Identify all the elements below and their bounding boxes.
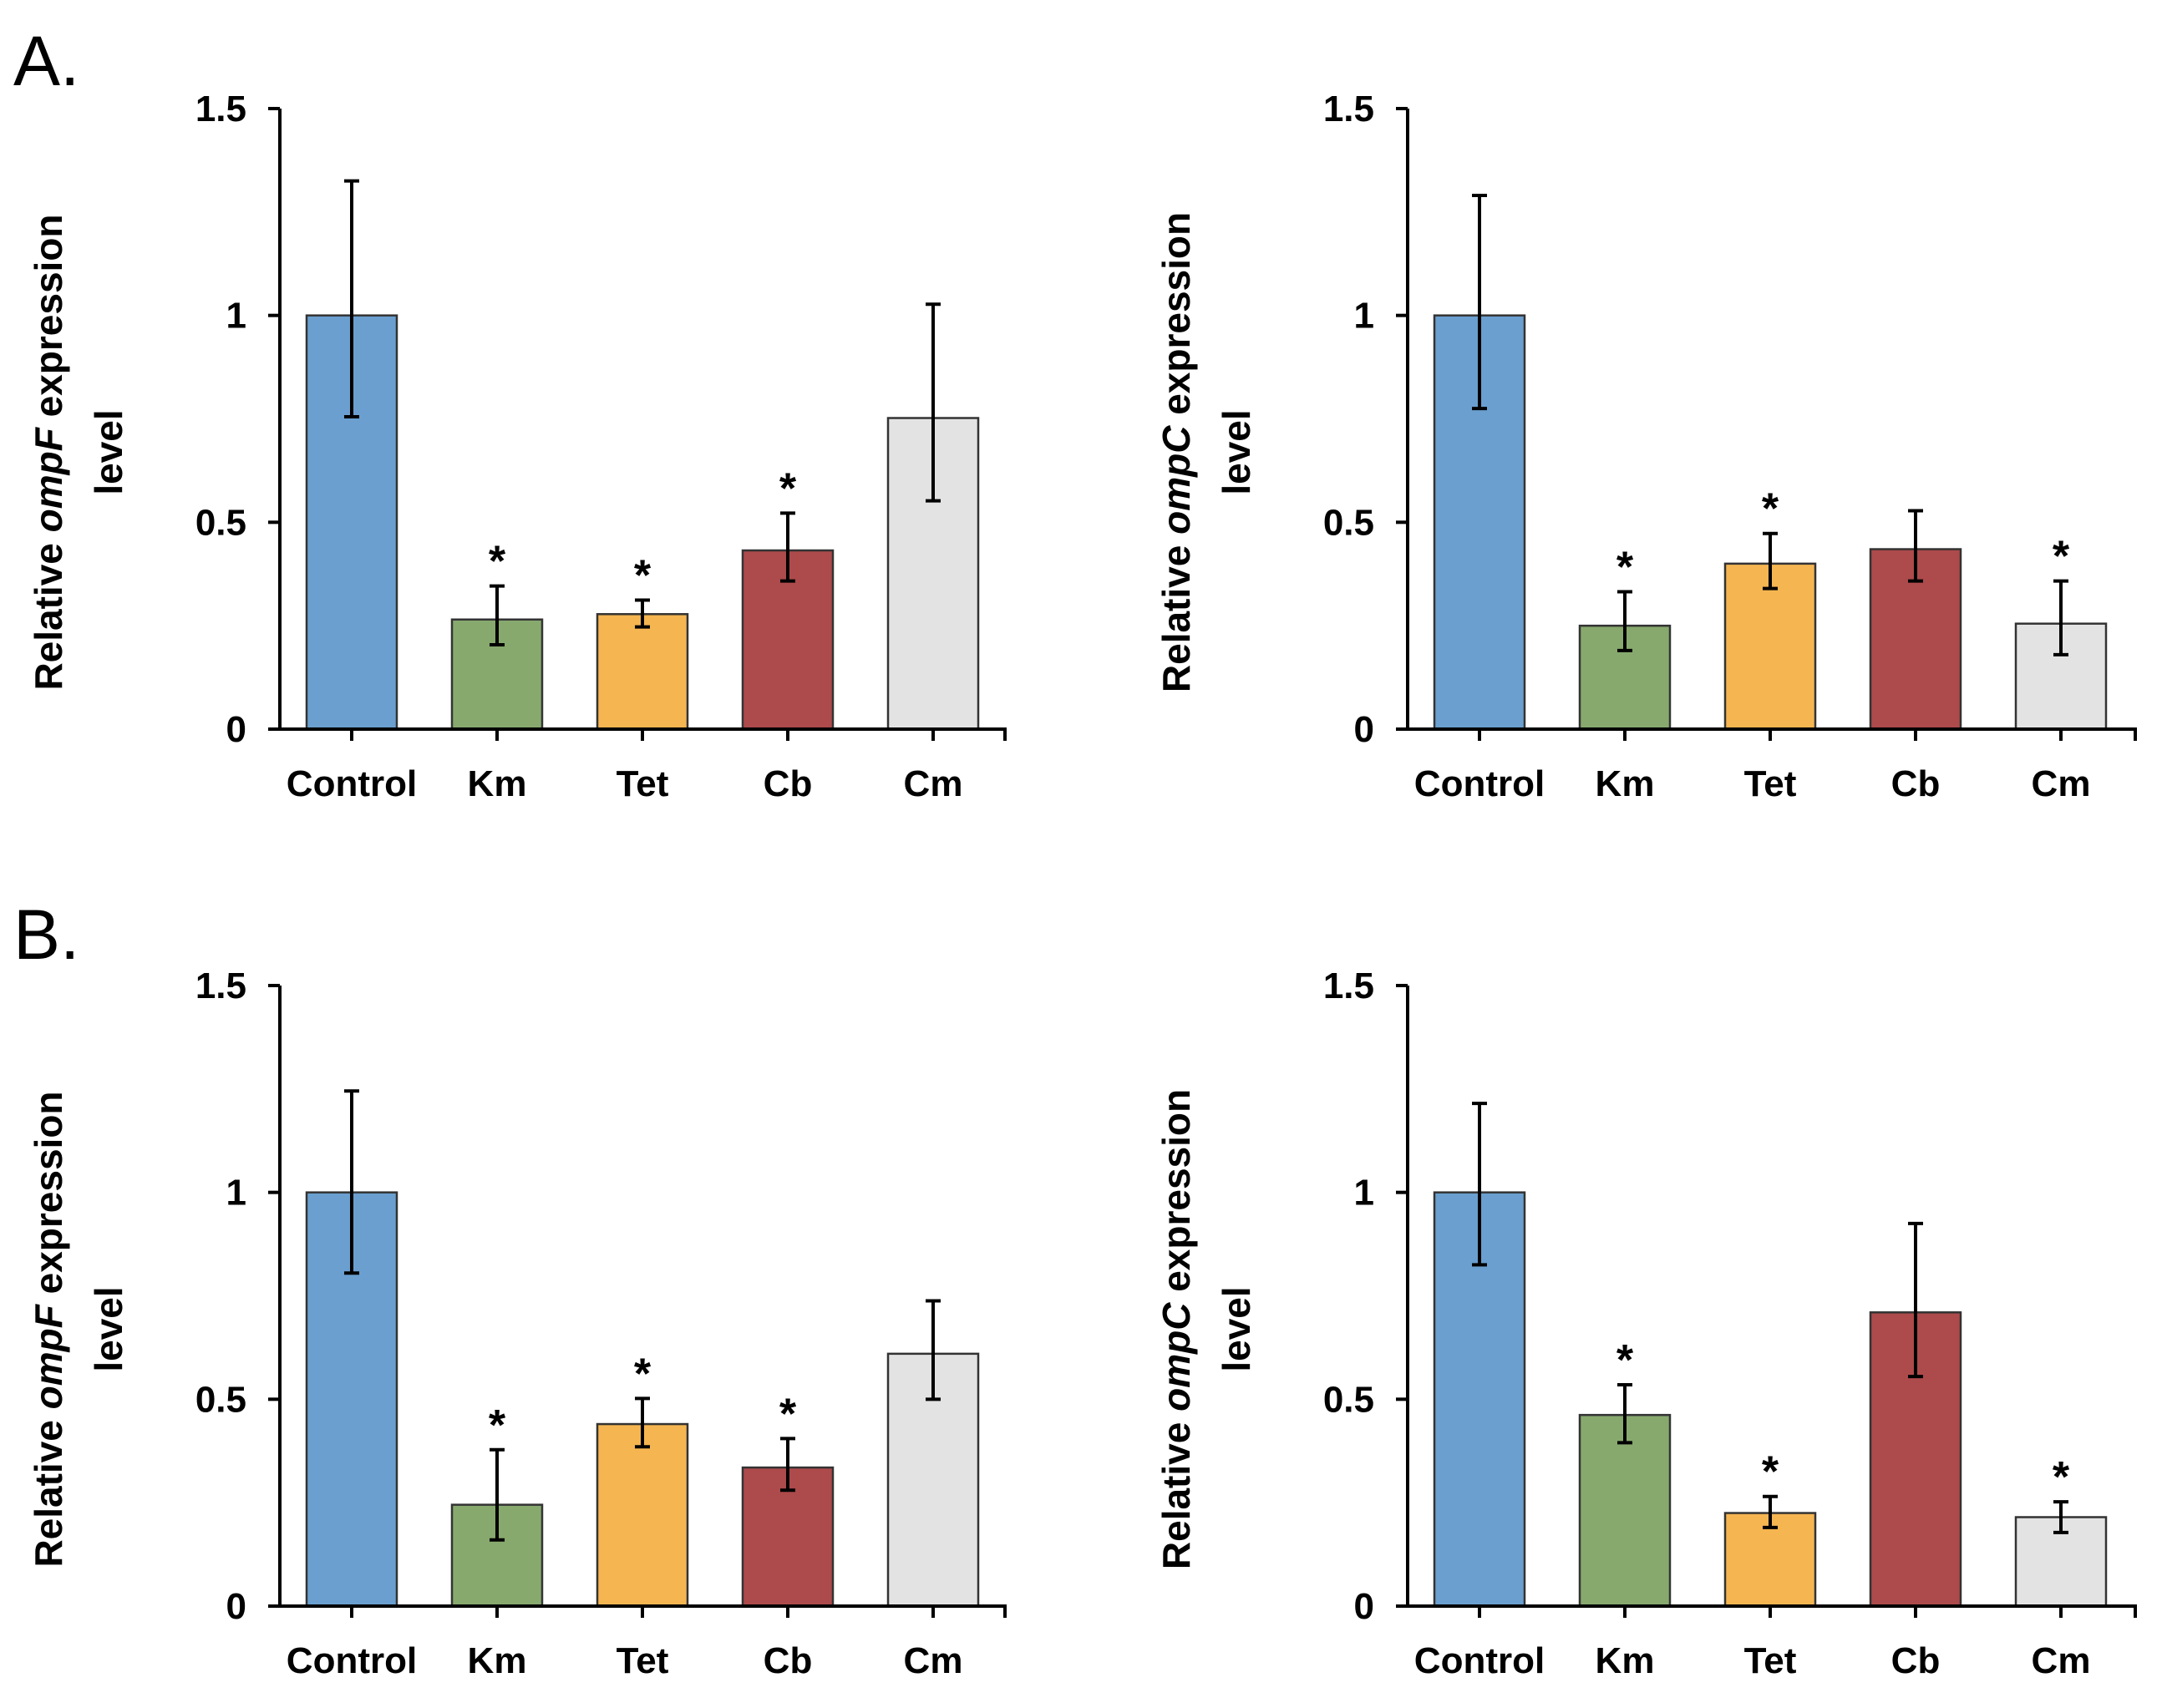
chart-3: Control * Km * Tet Cb * Cm 0 0.5 1 1.5 Relative ompC… (1155, 966, 2137, 1681)
x-tick-label-tet: Tet (617, 763, 669, 804)
panel-label-b: B. (13, 895, 79, 974)
significance-star-tet: * (634, 1350, 652, 1398)
y-tick-label-1: 1 (1354, 296, 1374, 337)
significance-star-km: * (489, 538, 506, 586)
x-tick-label-km: Km (1596, 1640, 1655, 1681)
bar-tet (596, 1422, 689, 1608)
charts-container: Control * Km * Tet * Cb Cm 0 0.5 1 1.5 Relative ompF… (27, 89, 2137, 1681)
y-axis-title: Relative ompC expression level (1155, 1089, 1258, 1569)
x-tick-label-km: Km (468, 1640, 527, 1681)
y-axis-title: Relative ompF expression level (27, 214, 130, 690)
significance-star-cb: * (779, 464, 797, 513)
y-tick-label-0: 0 (1354, 1586, 1374, 1627)
chart-2: Control * Km * Tet * Cb Cm 0 0.5 1 1.5 Relative ompF… (27, 966, 1007, 1681)
y-axis-title-line2: level (1215, 1286, 1258, 1371)
significance-star-cb: * (779, 1390, 797, 1438)
x-tick-label-control: Control (1414, 763, 1545, 804)
y-axis-title-line2: level (1215, 409, 1258, 494)
y-axis-title-prefix: Relative (27, 1409, 70, 1567)
y-tick-label-0-5: 0.5 (1323, 502, 1374, 543)
y-axis-title-prefix: Relative (1155, 1412, 1198, 1569)
significance-star-cm: * (2053, 1453, 2070, 1502)
significance-star-tet: * (634, 551, 652, 600)
y-axis-title-gene: ompC (1155, 1302, 1198, 1412)
x-tick-label-control: Control (287, 1640, 417, 1681)
y-tick-label-1-5: 1.5 (195, 89, 246, 129)
x-tick-label-km: Km (1596, 763, 1655, 804)
x-tick-label-km: Km (468, 763, 527, 804)
significance-star-tet: * (1762, 1448, 1779, 1497)
x-tick-label-cm: Cm (904, 763, 963, 804)
y-axis-title-line2: level (87, 1286, 130, 1371)
y-axis-title-suffix: expression (1155, 212, 1198, 426)
x-tick-label-cb: Cb (764, 1640, 813, 1681)
x-tick-label-cm: Cm (2032, 763, 2091, 804)
y-axis-title-line1: Relative ompF expression (27, 214, 70, 690)
x-tick-label-cb: Cb (1891, 1640, 1941, 1681)
y-axis-title-prefix: Relative (1155, 535, 1198, 692)
x-tick-label-cm: Cm (904, 1640, 963, 1681)
y-axis-title: Relative ompC expression level (1155, 212, 1258, 692)
y-axis-title-line1: Relative ompC expression (1155, 1089, 1198, 1569)
y-axis-title-prefix: Relative (27, 532, 70, 690)
chart-0: Control * Km * Tet * Cb Cm 0 0.5 1 1.5 Relative ompF… (27, 89, 1007, 804)
bar-cm (2014, 1516, 2108, 1608)
x-tick-label-tet: Tet (1744, 1640, 1797, 1681)
y-tick-label-1: 1 (226, 296, 246, 337)
y-axis-title-gene: ompF (27, 1303, 70, 1409)
panel-label-a: A. (13, 22, 79, 100)
y-axis-title-gene: ompC (1155, 425, 1198, 535)
x-tick-label-tet: Tet (1744, 763, 1797, 804)
y-axis-title: Relative ompF expression level (27, 1091, 130, 1567)
significance-star-cm: * (2053, 533, 2070, 581)
y-axis-title-suffix: expression (27, 1091, 70, 1305)
significance-star-km: * (1616, 1336, 1634, 1385)
y-tick-label-0: 0 (226, 1586, 246, 1627)
x-tick-label-tet: Tet (617, 1640, 669, 1681)
x-tick-label-cb: Cb (764, 763, 813, 804)
y-tick-label-1-5: 1.5 (195, 966, 246, 1006)
y-axis-title-line2: level (87, 409, 130, 494)
y-axis-title-line1: Relative ompC expression (1155, 212, 1198, 692)
bar-tet (596, 613, 689, 731)
y-tick-label-0-5: 0.5 (195, 1379, 246, 1420)
y-axis-title-gene: ompF (27, 426, 70, 532)
y-tick-label-0-5: 0.5 (1323, 1379, 1374, 1420)
y-tick-label-1-5: 1.5 (1323, 89, 1374, 129)
significance-star-km: * (489, 1401, 506, 1450)
y-tick-label-0: 0 (226, 709, 246, 750)
significance-star-tet: * (1762, 485, 1779, 534)
x-tick-label-cb: Cb (1891, 763, 1941, 804)
y-tick-label-1-5: 1.5 (1323, 966, 1374, 1006)
x-tick-label-control: Control (1414, 1640, 1545, 1681)
y-axis-title-line1: Relative ompF expression (27, 1091, 70, 1567)
x-tick-label-cm: Cm (2032, 1640, 2091, 1681)
bar-cb (1869, 548, 1962, 731)
y-tick-label-0: 0 (1354, 709, 1374, 750)
y-tick-label-0-5: 0.5 (195, 502, 246, 543)
y-axis-title-suffix: expression (1155, 1089, 1198, 1303)
chart-1: Control * Km * Tet Cb * Cm 0 0.5 1 1.5 Relative ompC… (1155, 89, 2137, 804)
x-tick-label-control: Control (287, 763, 417, 804)
y-tick-label-1: 1 (226, 1173, 246, 1214)
significance-star-km: * (1616, 544, 1634, 592)
y-tick-label-1: 1 (1354, 1173, 1374, 1214)
y-axis-title-suffix: expression (27, 214, 70, 428)
